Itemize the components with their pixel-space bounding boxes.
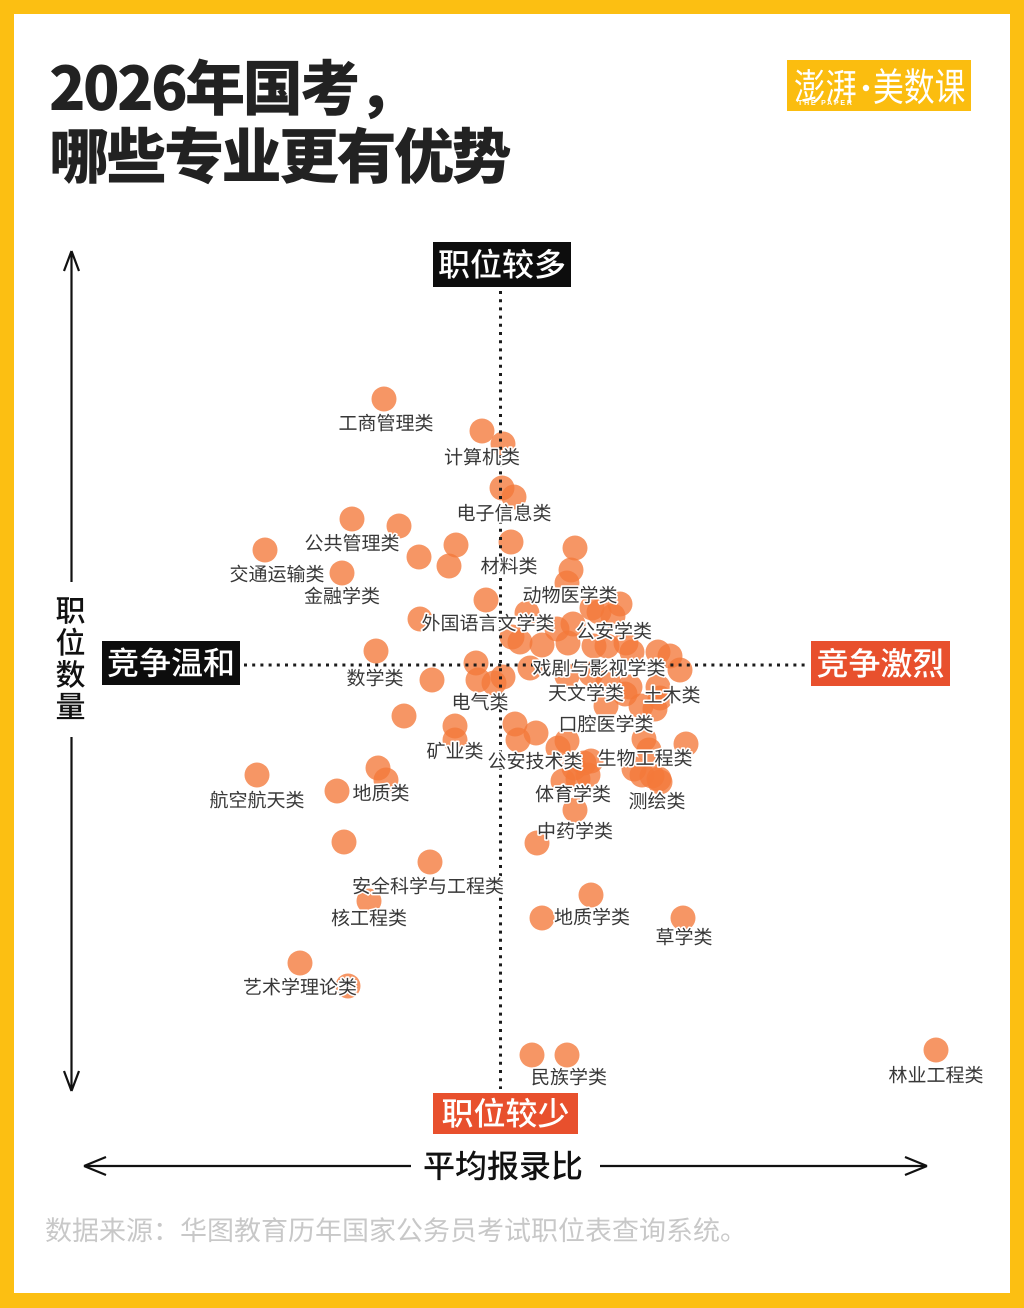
svg-text:THE PAPER: THE PAPER — [798, 100, 854, 107]
